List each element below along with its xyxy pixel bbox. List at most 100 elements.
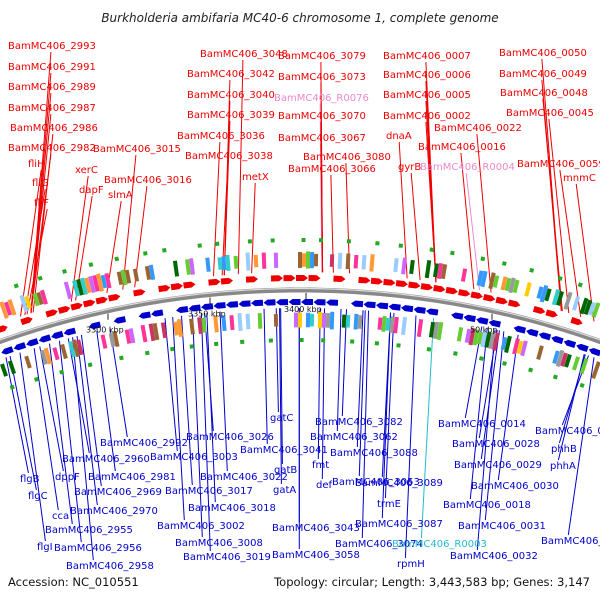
top-gene-label: BamMC406_3015 — [93, 144, 181, 155]
forward-gene-arrow — [220, 277, 233, 285]
reverse-annotation-block — [0, 363, 8, 377]
bottom-gene-label: trmE — [377, 499, 401, 510]
forward-marker-dot — [375, 241, 380, 246]
forward-annotation-block — [72, 280, 80, 297]
forward-annotation-block — [492, 275, 500, 288]
reverse-annotation-block — [317, 311, 323, 329]
reverse-gene-arrow — [551, 336, 564, 345]
forward-gene-arrow — [370, 277, 383, 285]
reverse-annotation-block — [381, 315, 387, 332]
bottom-leader-line — [321, 308, 326, 480]
forward-marker-dot — [13, 283, 19, 289]
reverse-annotation-block — [173, 321, 179, 336]
bottom-gene-label: BamMC406_0028 — [452, 439, 540, 450]
forward-gene-arrow — [95, 296, 108, 305]
top-gene-label: BamMC406_2987 — [8, 103, 96, 114]
bottom-leader-line — [384, 312, 395, 499]
top-gene-label: BamMC406_0022 — [434, 123, 522, 134]
forward-annotation-block — [476, 270, 484, 287]
reverse-annotation-block — [436, 321, 444, 341]
forward-marker-dot — [197, 243, 202, 248]
reverse-gene-arrow — [238, 300, 251, 307]
forward-annotation-block — [539, 284, 549, 303]
reverse-annotation-block — [229, 315, 235, 331]
reverse-annotation-block — [71, 339, 81, 358]
forward-annotation-block — [88, 275, 96, 293]
scale-tick-label: 3400 kbp — [284, 305, 322, 314]
reverse-gene-arrow — [351, 300, 364, 308]
reverse-annotation-block — [309, 313, 315, 327]
top-gene-label: mnmC — [563, 173, 596, 184]
reverse-gene-arrow — [426, 308, 439, 316]
bottom-gene-label: BamMC406_2992 — [100, 438, 188, 449]
forward-marker-dot — [501, 261, 507, 266]
bottom-gene-label: BamMC406_3043 — [272, 523, 360, 534]
forward-annotation-block — [225, 254, 231, 272]
forward-annotation-block — [591, 302, 600, 318]
forward-annotation-block — [40, 289, 48, 305]
forward-gene-arrow — [483, 294, 496, 302]
reverse-gene-arrow — [1, 346, 14, 355]
reverse-marker-dot — [453, 351, 458, 356]
bottom-leader-line — [280, 308, 283, 465]
top-leader-line — [26, 208, 48, 315]
top-gene-label: BamMC406_3039 — [187, 110, 275, 121]
reverse-marker-dot — [170, 346, 175, 352]
top-gene-label: slmA — [108, 190, 133, 201]
bottom-leader-line — [356, 310, 364, 448]
reverse-annotation-block — [472, 329, 480, 346]
bottom-gene-label: BamMC406_3089 — [355, 478, 443, 489]
reverse-annotation-block — [112, 330, 120, 348]
bottom-gene-label: BamMC406_3018 — [188, 503, 276, 514]
reverse-annotation-block — [504, 335, 512, 354]
reverse-annotation-block — [68, 341, 76, 358]
reverse-gene-arrow — [26, 338, 39, 347]
reverse-gene-arrow — [138, 311, 151, 319]
forward-annotation-block — [36, 291, 44, 305]
bottom-gene-label: gatC — [270, 413, 293, 424]
backbone-highlight — [0, 287, 600, 341]
reverse-gene-arrow — [363, 301, 376, 309]
forward-marker-dot — [577, 282, 583, 288]
reverse-gene-arrow — [226, 301, 239, 308]
reverse-annotation-block — [293, 312, 299, 328]
forward-annotation-block — [551, 289, 561, 306]
top-gene-label: BamMC406_3038 — [185, 151, 273, 162]
bottom-gene-label: gatB — [274, 465, 297, 476]
reverse-gene-arrow — [88, 321, 102, 330]
bottom-gene-label: BamMC406_3053 — [332, 477, 420, 488]
scale-tick-label: 50 kbp — [470, 326, 498, 335]
forward-annotation-block — [0, 301, 9, 319]
bottom-gene-label: BamMC406_3002 — [157, 521, 245, 532]
top-gene-label: BamMC406_0045 — [506, 108, 594, 119]
reverse-gene-arrow — [563, 339, 577, 348]
forward-annotation-block — [309, 251, 315, 269]
gene-labels: BamMC406_2993 BamMC406_2991 BamMC406_2989 B… — [8, 41, 600, 572]
reverse-annotation-block — [512, 338, 520, 355]
reverse-annotation-block — [484, 331, 492, 348]
forward-annotation-block — [460, 268, 468, 282]
forward-gene-arrow — [283, 275, 296, 282]
reverse-gene-arrow — [476, 317, 489, 325]
reverse-annotation-block — [416, 318, 424, 338]
reverse-annotation-block — [189, 318, 195, 335]
forward-gene-arrow — [358, 276, 371, 284]
forward-annotation-block — [337, 252, 343, 270]
reverse-gene-arrow — [276, 299, 289, 306]
forward-annotation-block — [508, 277, 516, 294]
reverse-annotation-block — [488, 332, 496, 350]
bottom-leader-line — [206, 312, 216, 503]
reverse-marker-dot — [268, 338, 273, 343]
forward-gene-arrow — [308, 275, 321, 282]
reverse-marker-dot — [9, 384, 15, 390]
bottom-gene-label: rpmH — [397, 559, 425, 570]
forward-annotation-block — [124, 269, 132, 284]
reverse-annotation-block — [197, 317, 203, 335]
bottom-leader-line — [33, 348, 59, 511]
bottom-gene-label: BamMC406_0030 — [471, 481, 559, 492]
forward-gene-arrow — [395, 280, 408, 288]
top-gene-label: dnaA — [386, 131, 412, 142]
forward-annotation-block — [245, 252, 251, 271]
reverse-annotation-block — [476, 331, 484, 345]
reverse-annotation-block — [237, 313, 243, 331]
